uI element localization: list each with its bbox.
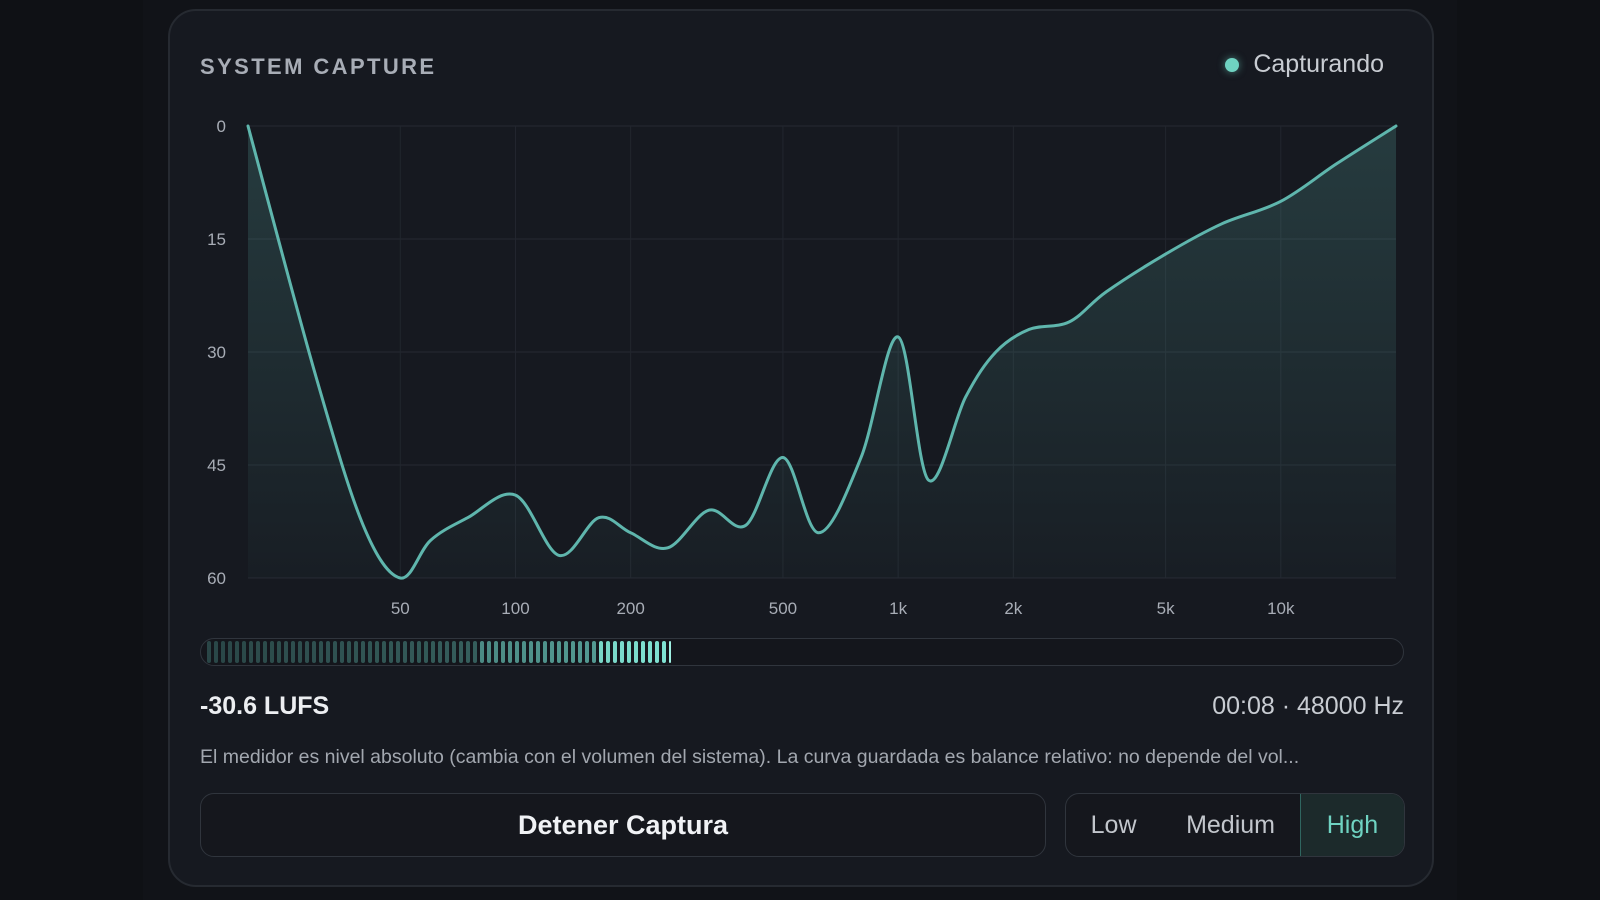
level-meter-tick [452, 641, 456, 663]
y-tick-label: 30 [207, 343, 226, 362]
level-meter-tick [494, 641, 498, 663]
x-tick-label: 50 [391, 599, 410, 618]
level-meter-tick [361, 641, 365, 663]
level-meter-tick [564, 641, 568, 663]
curve-area-fill [248, 126, 1396, 579]
level-meter-tick [354, 641, 358, 663]
level-meter-tick [648, 641, 652, 663]
level-meter-tick [340, 641, 344, 663]
level-meter-tick [445, 641, 449, 663]
level-meter-tick [557, 641, 561, 663]
level-meter-tick [424, 641, 428, 663]
level-meter-tick [515, 641, 519, 663]
level-meter-tick [543, 641, 547, 663]
level-meter-tick [389, 641, 393, 663]
level-meter-peak [669, 641, 671, 663]
level-meter-tick [536, 641, 540, 663]
x-tick-label: 1k [889, 599, 907, 618]
level-meter-tick [655, 641, 659, 663]
level-meter-tick [417, 641, 421, 663]
level-meter-tick [263, 641, 267, 663]
level-meter-tick [641, 641, 645, 663]
level-meter-tick [347, 641, 351, 663]
x-tick-label: 5k [1157, 599, 1175, 618]
card-header: SYSTEM CAPTURE Capturando [200, 46, 1384, 86]
level-meter-tick [620, 641, 624, 663]
level-meter-tick [529, 641, 533, 663]
level-meter-tick [606, 641, 610, 663]
stop-capture-button[interactable]: Detener Captura [200, 793, 1046, 857]
level-meter-tick [410, 641, 414, 663]
level-meter-tick [571, 641, 575, 663]
level-meter-tick [333, 641, 337, 663]
level-meter-tick [480, 641, 484, 663]
level-meter-tick [256, 641, 260, 663]
status-label: Capturando [1253, 50, 1384, 78]
quality-option-medium[interactable]: Medium [1186, 810, 1275, 839]
level-meter-tick [375, 641, 379, 663]
level-meter-tick [242, 641, 246, 663]
level-meter-tick [396, 641, 400, 663]
level-meter-tick [473, 641, 477, 663]
level-meter-tick [438, 641, 442, 663]
level-meter-tick [662, 641, 666, 663]
level-meter-tick [228, 641, 232, 663]
time-rate-readout: 00:08 · 48000 Hz [1212, 692, 1404, 720]
y-tick-label: 60 [207, 569, 226, 588]
frequency-response-chart: 0 15 30 45 60 50 100 200 500 1k 2k 5k 10k [207, 117, 1398, 618]
info-note: El medidor es nivel absoluto (cambia con… [200, 746, 1300, 768]
x-tick-label: 500 [769, 599, 797, 618]
level-meter-tick [284, 641, 288, 663]
level-meter-tick [522, 641, 526, 663]
level-meter-tick [613, 641, 617, 663]
level-meter-tick [634, 641, 638, 663]
level-meter-tick [249, 641, 253, 663]
card-title: SYSTEM CAPTURE [200, 54, 437, 79]
level-meter-tick [459, 641, 463, 663]
level-meter-tick [235, 641, 239, 663]
capture-status: Capturando [1225, 50, 1384, 79]
level-meter-tick [403, 641, 407, 663]
level-meter-tick [585, 641, 589, 663]
y-tick-label: 15 [207, 230, 226, 249]
status-dot-icon [1225, 57, 1240, 72]
level-meter-tick [627, 641, 631, 663]
level-meter-tick [326, 641, 330, 663]
level-meter-tick [487, 641, 491, 663]
y-tick-label: 0 [217, 117, 226, 136]
y-tick-label: 45 [207, 456, 226, 475]
level-meter-tick [291, 641, 295, 663]
quality-selector[interactable]: Low Medium High [1065, 793, 1405, 857]
level-meter-tick [368, 641, 372, 663]
quality-option-low[interactable]: Low [1090, 810, 1137, 839]
level-meter-tick [214, 641, 218, 663]
level-meter-tick [277, 641, 281, 663]
x-tick-label: 200 [616, 599, 644, 618]
level-meter-tick [466, 641, 470, 663]
level-meter-tick [270, 641, 274, 663]
level-meter-tick [221, 641, 225, 663]
quality-option-high[interactable]: High [1299, 794, 1404, 856]
level-meter-tick [431, 641, 435, 663]
level-meter-tick [319, 641, 323, 663]
level-meter-tick [578, 641, 582, 663]
level-meter-tick [312, 641, 316, 663]
x-tick-label: 100 [501, 599, 529, 618]
level-meter-tick [298, 641, 302, 663]
level-meter-tick [305, 641, 309, 663]
level-meter-ticks [207, 641, 671, 663]
x-tick-label: 2k [1004, 599, 1022, 618]
loudness-readout: -30.6 LUFS [200, 692, 330, 720]
level-meter [200, 638, 1404, 666]
x-tick-label: 10k [1267, 599, 1295, 618]
level-meter-tick [382, 641, 386, 663]
level-meter-tick [501, 641, 505, 663]
level-meter-tick [550, 641, 554, 663]
response-curve-line [246, 124, 1398, 580]
level-meter-tick [508, 641, 512, 663]
level-meter-tick [592, 641, 596, 663]
level-meter-tick [599, 641, 603, 663]
level-meter-tick [207, 641, 211, 663]
